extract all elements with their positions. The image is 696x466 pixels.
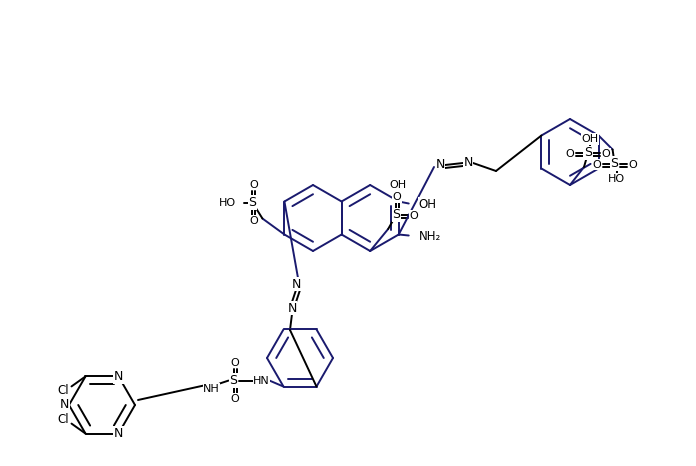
- Text: HO: HO: [219, 198, 237, 207]
- Text: OH: OH: [419, 198, 436, 211]
- Text: O: O: [628, 159, 637, 170]
- Text: NH₂: NH₂: [419, 230, 441, 243]
- Text: O: O: [566, 149, 574, 159]
- Text: O: O: [230, 357, 239, 368]
- Text: Cl: Cl: [58, 384, 70, 397]
- Text: NH: NH: [203, 384, 220, 394]
- Text: N: N: [114, 427, 123, 440]
- Text: O: O: [230, 394, 239, 404]
- Text: N: N: [114, 370, 123, 383]
- Text: O: O: [393, 192, 402, 202]
- Text: N: N: [435, 158, 445, 171]
- Text: O: O: [249, 215, 258, 226]
- Text: HO: HO: [608, 173, 625, 184]
- Text: S: S: [230, 374, 237, 387]
- Text: S: S: [248, 196, 256, 209]
- Text: OH: OH: [581, 134, 599, 144]
- Text: O: O: [410, 211, 418, 221]
- Text: S: S: [610, 157, 619, 170]
- Text: OH: OH: [390, 180, 406, 190]
- Text: O: O: [601, 149, 610, 159]
- Text: O: O: [249, 179, 258, 190]
- Text: N: N: [287, 302, 296, 315]
- Text: N: N: [60, 398, 69, 411]
- Text: N: N: [292, 277, 301, 290]
- Text: O: O: [592, 159, 601, 170]
- Text: S: S: [584, 146, 592, 159]
- Text: S: S: [392, 208, 400, 221]
- Text: N: N: [464, 157, 473, 170]
- Text: Cl: Cl: [58, 413, 70, 426]
- Text: HN: HN: [253, 376, 270, 385]
